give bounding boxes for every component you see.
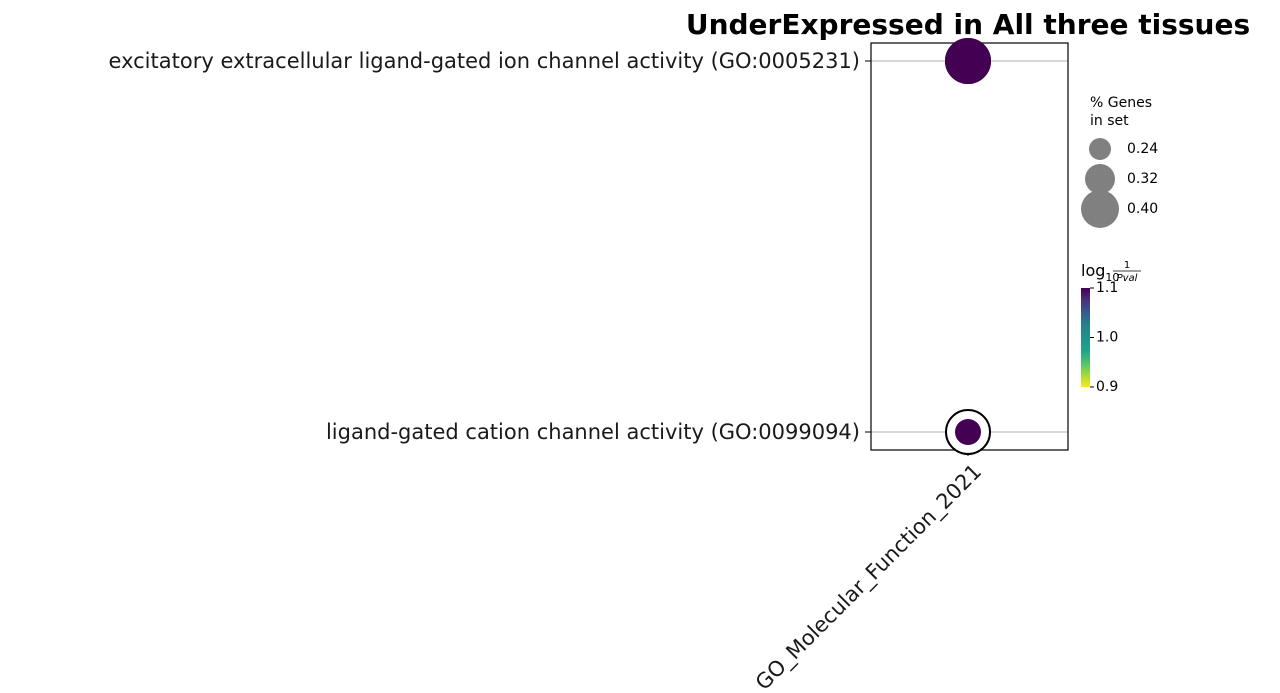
plot-area bbox=[870, 42, 1069, 451]
size-legend-marker bbox=[1089, 138, 1111, 160]
data-point[interactable] bbox=[955, 419, 981, 445]
colorbar: log10 1 Pval 1.1 1.0 0.9 bbox=[1081, 260, 1141, 395]
points-layer bbox=[945, 38, 991, 455]
y-tick-label: ligand-gated cation channel activity (GO… bbox=[326, 420, 860, 444]
colorbar-tick-label: 1.1 bbox=[1096, 280, 1118, 296]
colorbar-label: log10 bbox=[1081, 261, 1119, 284]
colorbar-tick-label: 1.0 bbox=[1096, 330, 1118, 346]
axes-frame bbox=[870, 42, 1069, 451]
colorbar-gradient bbox=[1081, 288, 1090, 387]
size-legend-label: 0.40 bbox=[1127, 201, 1158, 217]
colorbar-tick-label: 0.9 bbox=[1096, 379, 1118, 395]
x-axis: GO_Molecular_Function_2021 bbox=[751, 450, 987, 693]
size-legend: % Genes in set 0.24 0.32 0.40 bbox=[1081, 95, 1158, 228]
size-legend-title-line2: in set bbox=[1090, 113, 1129, 129]
colorbar-label-numerator: 1 bbox=[1124, 260, 1130, 271]
size-legend-marker bbox=[1081, 190, 1119, 228]
size-legend-marker bbox=[1085, 164, 1115, 194]
chart-title: UnderExpressed in All three tissues bbox=[686, 8, 1250, 41]
size-legend-label: 0.24 bbox=[1127, 141, 1158, 157]
data-point[interactable] bbox=[945, 38, 991, 84]
size-legend-title-line1: % Genes bbox=[1090, 95, 1152, 111]
y-tick-label: excitatory extracellular ligand-gated io… bbox=[109, 49, 860, 73]
x-tick-label: GO_Molecular_Function_2021 bbox=[751, 459, 987, 693]
size-legend-label: 0.32 bbox=[1127, 171, 1158, 187]
colorbar-label-denominator: Pval bbox=[1117, 273, 1138, 284]
y-axis: excitatory extracellular ligand-gated io… bbox=[109, 49, 871, 444]
